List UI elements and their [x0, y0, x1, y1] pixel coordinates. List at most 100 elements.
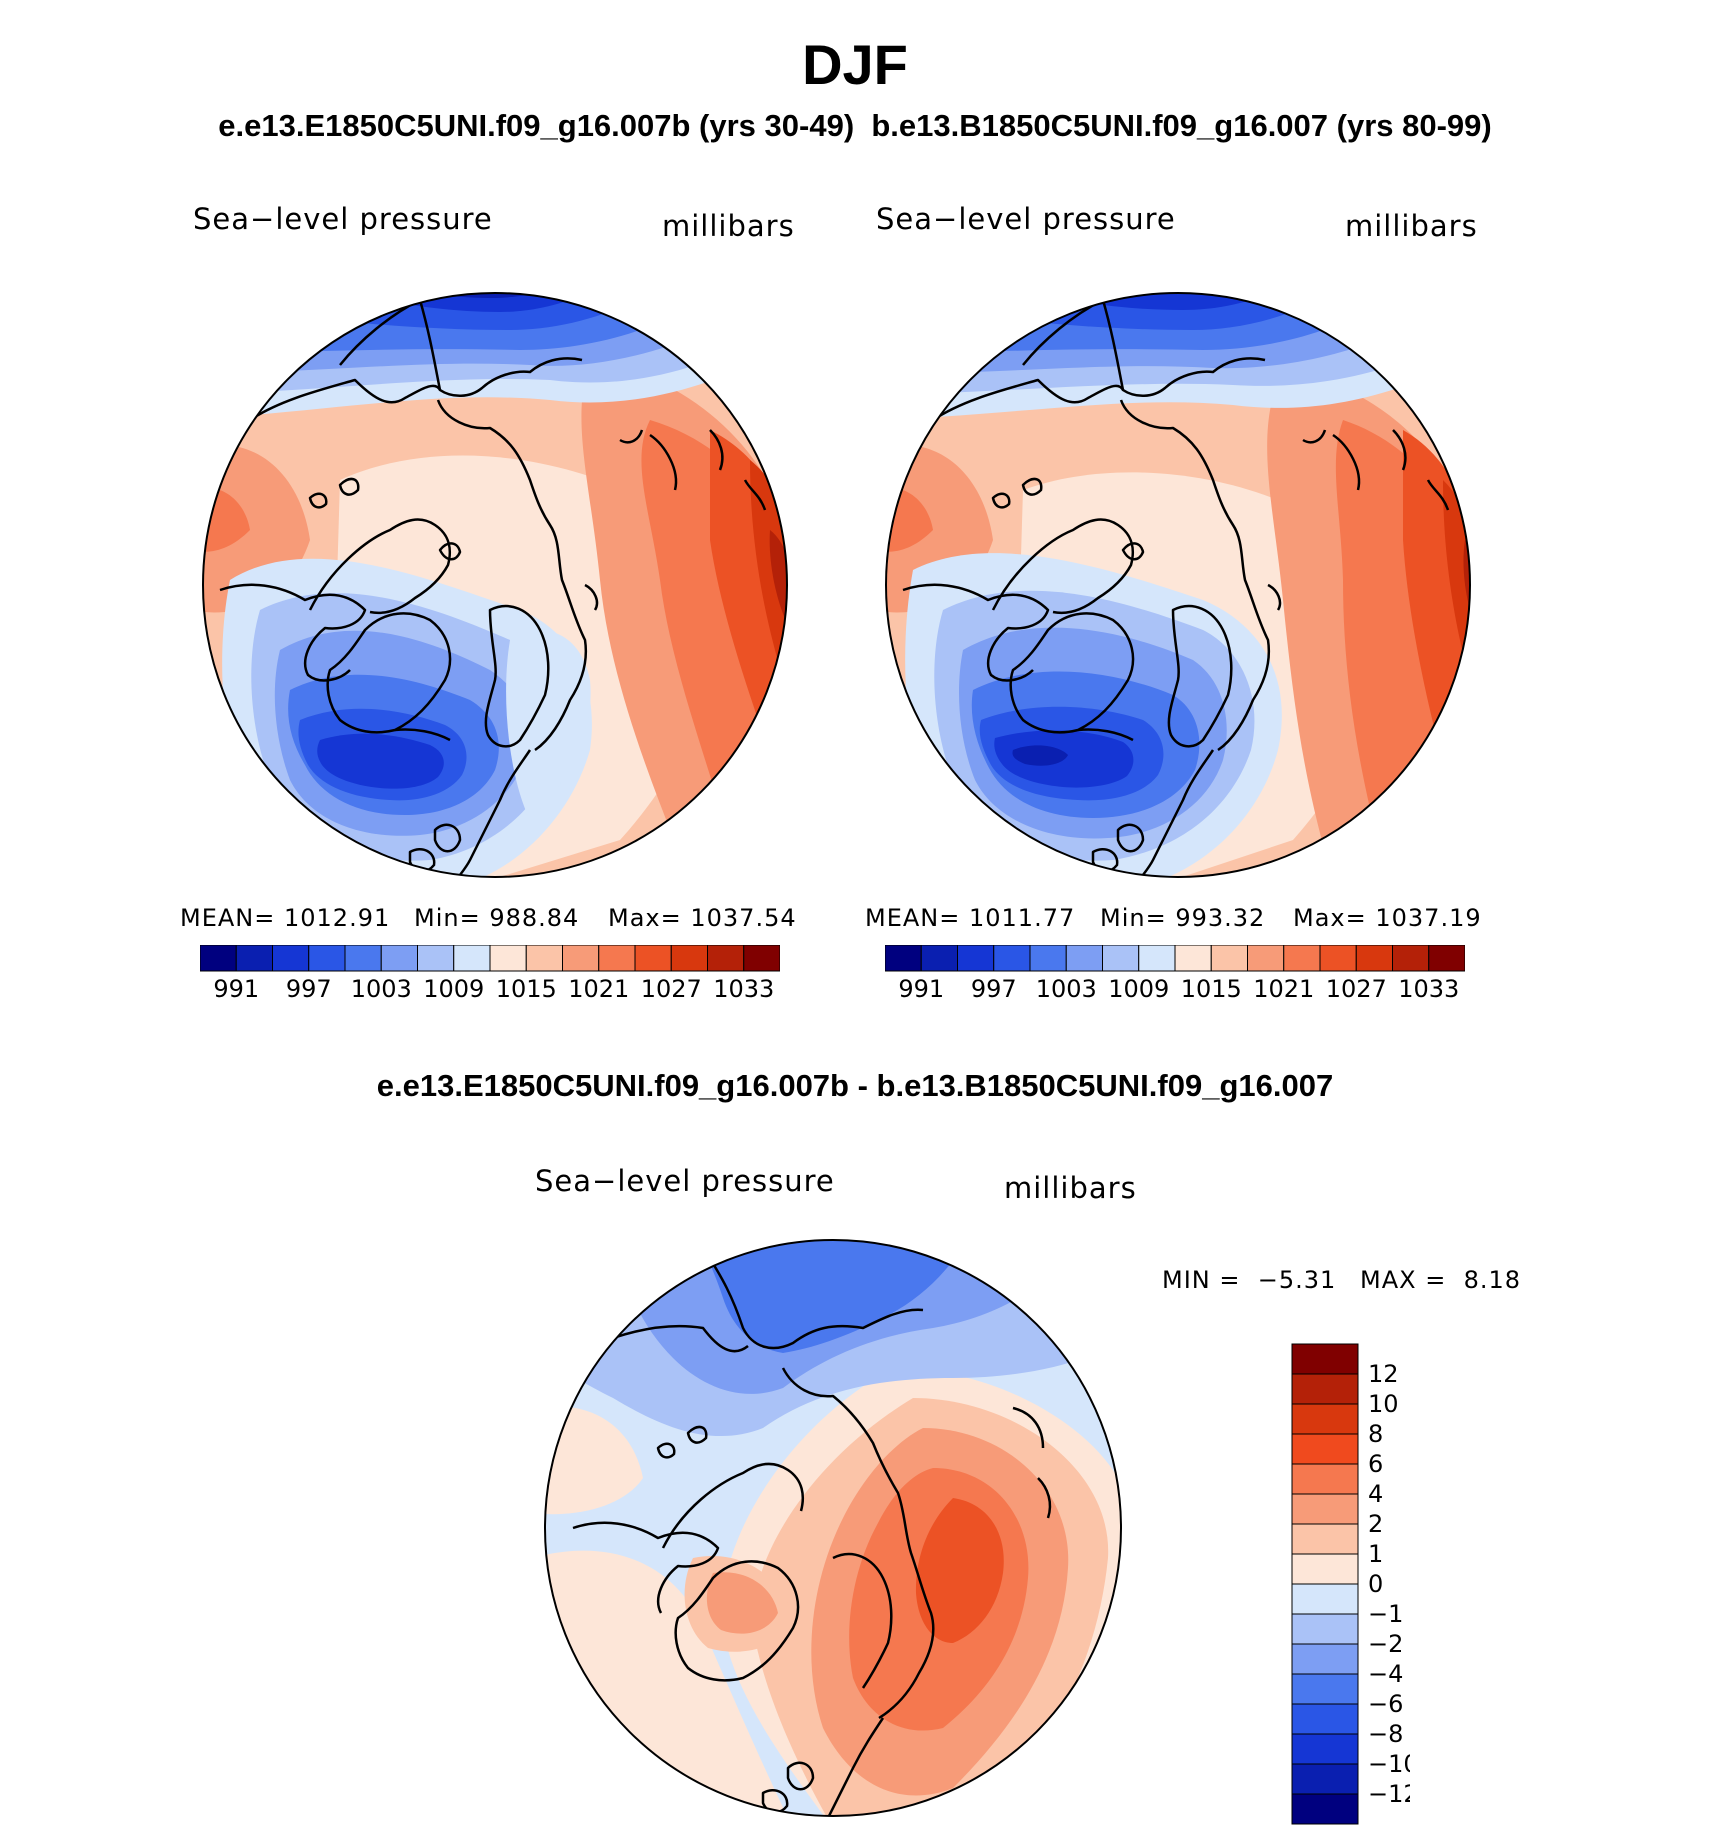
colorbar-tick-label: 10 — [1368, 1390, 1399, 1418]
colorbar-swatch — [1291, 1403, 1359, 1435]
colorbar-swatch — [1138, 945, 1176, 972]
colorbar-tick-label: 1015 — [496, 975, 557, 1003]
colorbar-tick-label: 997 — [971, 975, 1017, 1003]
colorbar-swatch — [1319, 945, 1357, 972]
colorbar-tick-label: 0 — [1368, 1570, 1383, 1598]
left-mean-value: 1012.91 — [284, 904, 391, 932]
colorbar-swatch — [380, 945, 418, 972]
diff-min-label: MIN = — [1162, 1266, 1241, 1294]
colorbar-swatch — [634, 945, 672, 972]
colorbar-swatch — [417, 945, 455, 972]
diff-units-label: millibars — [1004, 1171, 1137, 1205]
colorbar-swatch — [453, 945, 491, 972]
left-min-label: Min= — [414, 904, 481, 932]
right-slp-map — [885, 292, 1471, 878]
colorbar-swatch — [1210, 945, 1248, 972]
colorbar-swatch — [1291, 1493, 1359, 1525]
colorbar-swatch — [707, 945, 745, 972]
right-stat-max: Max= 1037.19 — [1293, 904, 1482, 932]
colorbar-swatch — [235, 945, 273, 972]
right-max-label: Max= — [1293, 904, 1367, 932]
colorbar-tick-label: −6 — [1368, 1690, 1403, 1718]
colorbar-tick-label: 1021 — [1253, 975, 1314, 1003]
colorbar-swatch — [1102, 945, 1140, 972]
left-colorbar: 991 997 1003 1009 1015 1021 1027 1033 — [200, 945, 780, 1003]
colorbar-swatch — [1392, 945, 1430, 972]
colorbar-swatch — [344, 945, 382, 972]
colorbar-tick-label: −4 — [1368, 1660, 1403, 1688]
diff-variable-label: Sea−level pressure — [535, 1164, 835, 1198]
colorbar-swatch — [1291, 1553, 1359, 1585]
colorbar-swatch — [489, 945, 527, 972]
colorbar-tick-label: 1003 — [1036, 975, 1097, 1003]
figure-title: DJF — [802, 33, 908, 96]
colorbar-swatch — [272, 945, 310, 972]
colorbar-swatch — [1291, 1733, 1359, 1765]
colorbar-swatch — [1291, 1673, 1359, 1705]
colorbar-tick-label: −12 — [1368, 1780, 1410, 1808]
colorbar-swatch — [1283, 945, 1321, 972]
left-max-value: 1037.54 — [690, 904, 797, 932]
right-colorbar: 991 997 1003 1009 1015 1021 1027 1033 — [885, 945, 1465, 1003]
left-stat-max: Max= 1037.54 — [608, 904, 797, 932]
right-units-label: millibars — [1345, 209, 1478, 243]
right-min-label: Min= — [1100, 904, 1167, 932]
colorbar-swatch — [1291, 1643, 1359, 1675]
colorbar-swatch — [920, 945, 958, 972]
colorbar-tick-label: 1021 — [568, 975, 629, 1003]
colorbar-swatch — [1291, 1523, 1359, 1555]
left-slp-map — [202, 292, 788, 878]
diff-max-stat: MAX = 8.18 — [1360, 1266, 1521, 1294]
colorbar-tick-label: 1003 — [351, 975, 412, 1003]
colorbar-tick-label: 1009 — [423, 975, 484, 1003]
right-stat-min: Min= 993.32 — [1100, 904, 1265, 932]
diff-slp-map — [544, 1239, 1122, 1817]
colorbar-tick-label: 12 — [1368, 1360, 1399, 1388]
colorbar-tick-label: 991 — [898, 975, 944, 1003]
colorbar-tick-label: 6 — [1368, 1450, 1383, 1478]
colorbar-tick-label: 997 — [286, 975, 332, 1003]
colorbar-tick-label: 1 — [1368, 1540, 1383, 1568]
colorbar-swatch — [598, 945, 636, 972]
colorbar-tick-label: −2 — [1368, 1630, 1403, 1658]
right-stat-mean: MEAN= 1011.77 — [865, 904, 1075, 932]
colorbar-swatch — [562, 945, 600, 972]
left-stat-min: Min= 988.84 — [414, 904, 579, 932]
colorbar-tick-label: 1015 — [1181, 975, 1242, 1003]
colorbar-swatch — [1247, 945, 1285, 972]
colorbar-swatch — [1065, 945, 1103, 972]
colorbar-tick-label: 4 — [1368, 1480, 1383, 1508]
colorbar-tick-label: 991 — [213, 975, 259, 1003]
right-mean-label: MEAN= — [865, 904, 961, 932]
colorbar-swatch — [993, 945, 1031, 972]
colorbar-tick-label: 1033 — [1398, 975, 1459, 1003]
right-max-value: 1037.19 — [1375, 904, 1482, 932]
colorbar-swatch — [1291, 1793, 1359, 1825]
left-min-value: 988.84 — [489, 904, 580, 932]
colorbar-swatch — [200, 945, 237, 972]
colorbar-swatch — [525, 945, 563, 972]
left-stat-mean: MEAN= 1012.91 — [180, 904, 390, 932]
colorbar-swatch — [1355, 945, 1393, 972]
left-mean-label: MEAN= — [180, 904, 276, 932]
colorbar-swatch — [743, 945, 780, 972]
left-units-label: millibars — [662, 209, 795, 243]
colorbar-tick-label: 1027 — [1326, 975, 1387, 1003]
diff-min-value: −5.31 — [1257, 1266, 1337, 1294]
colorbar-swatch — [1428, 945, 1465, 972]
colorbar-tick-label: −1 — [1368, 1600, 1403, 1628]
colorbar-swatch — [1174, 945, 1212, 972]
colorbar-tick-label: 1009 — [1108, 975, 1169, 1003]
colorbar-swatch — [308, 945, 346, 972]
colorbar-swatch — [1291, 1433, 1359, 1465]
right-mean-value: 1011.77 — [969, 904, 1076, 932]
colorbar-swatch — [885, 945, 922, 972]
colorbar-swatch — [1291, 1763, 1359, 1795]
left-variable-label: Sea−level pressure — [193, 202, 493, 236]
colorbar-swatch — [1291, 1343, 1359, 1375]
diff-min-stat: MIN = −5.31 — [1162, 1266, 1336, 1294]
colorbar-swatch — [1291, 1703, 1359, 1735]
colorbar-swatch — [1291, 1373, 1359, 1405]
right-min-value: 993.32 — [1175, 904, 1266, 932]
